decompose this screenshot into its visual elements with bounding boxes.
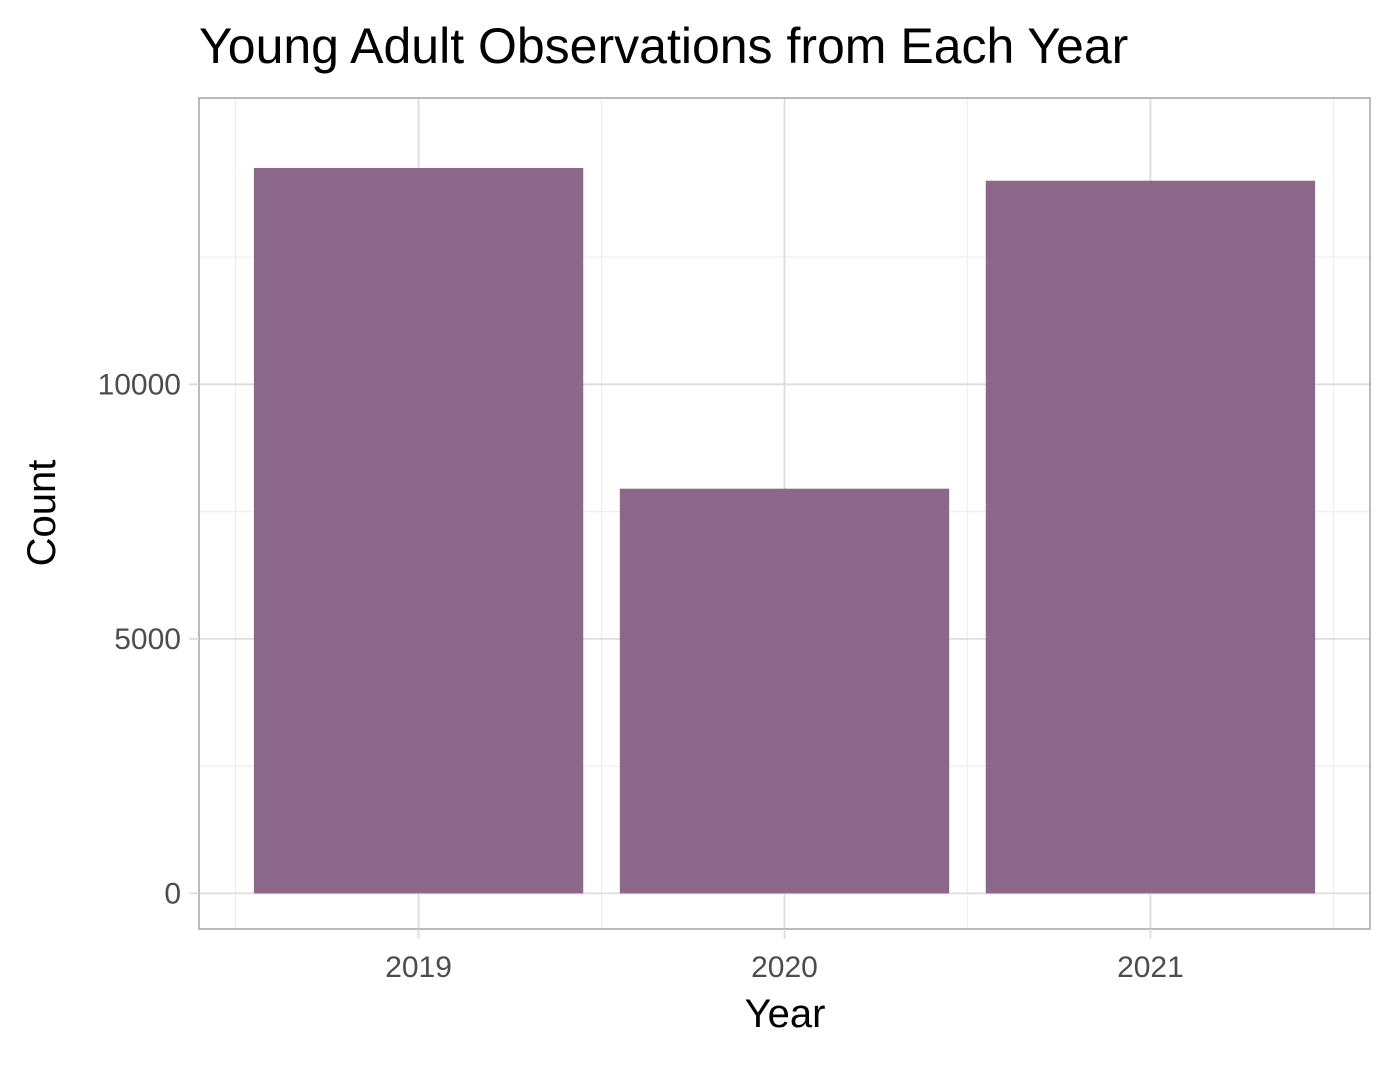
bar-2021 [985, 180, 1316, 894]
chart-title: Young Adult Observations from Each Year [199, 18, 1128, 74]
x-tick-label: 2019 [385, 951, 452, 984]
y-tick-label: 5000 [114, 623, 181, 656]
x-tick-label: 2020 [751, 951, 818, 984]
y-tick-label: 10000 [98, 368, 181, 401]
x-axis-title: Year [745, 992, 826, 1036]
bar-2019 [253, 167, 584, 894]
bar-2020 [619, 488, 950, 894]
tick-labels: 0 5000 10000 2019 2020 2021 [98, 368, 1184, 984]
y-axis-title: Count [20, 460, 64, 567]
axis-ticks [189, 383, 1152, 939]
x-tick-label: 2021 [1117, 951, 1184, 984]
bars [253, 167, 1316, 894]
y-tick-label: 0 [164, 877, 181, 910]
